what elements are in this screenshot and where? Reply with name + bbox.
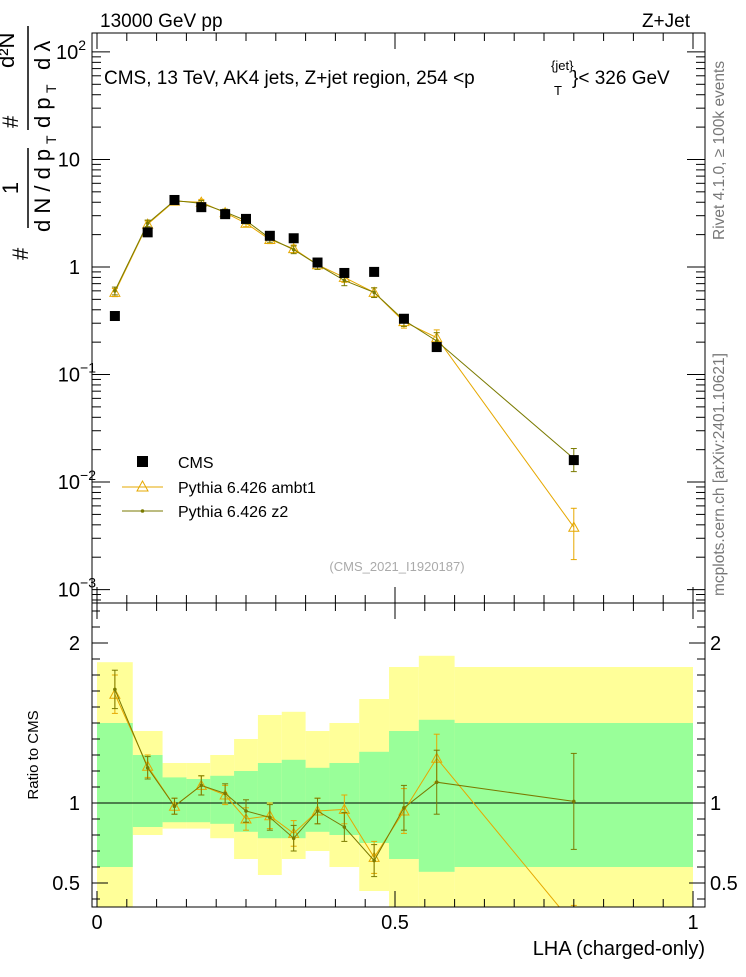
z2-ratio-point xyxy=(342,825,347,829)
top-ytick-label: 10−2 xyxy=(58,467,96,494)
band-green xyxy=(257,763,282,839)
z2-ratio-point xyxy=(572,799,576,804)
bottom-ytick-label-left: 1 xyxy=(69,793,80,815)
bottom-xtick-label: 0 xyxy=(91,912,102,934)
ambt1-line xyxy=(114,200,575,528)
z2-point xyxy=(145,221,150,226)
band-green xyxy=(281,759,306,839)
ylabel-frac2-den-tail: d λ xyxy=(30,41,55,70)
xlabel: LHA (charged-only) xyxy=(533,938,705,960)
cms-point xyxy=(264,230,275,241)
z2-ratio-point xyxy=(113,687,117,692)
bottom-ytick-label-right: 0.5 xyxy=(710,873,738,895)
header-right: Z+Jet xyxy=(642,11,691,32)
z2-point xyxy=(434,339,439,343)
cms-point xyxy=(196,202,207,213)
z2-ratio-point xyxy=(244,809,248,813)
z2-ratio-point xyxy=(145,766,150,770)
cms-point xyxy=(169,194,180,205)
legend: CMS Pythia 6.426 ambt1 Pythia 6.426 z2 xyxy=(122,455,316,521)
z2-point xyxy=(113,289,117,293)
ratio-ylabel: Ratio to CMS xyxy=(25,710,42,799)
ambt1-point xyxy=(109,286,121,297)
band-green xyxy=(97,723,133,867)
legend-z2-label: Pythia 6.426 z2 xyxy=(178,504,288,521)
mcplots-label: mcplots.cern.ch [arXiv:2401.10621] xyxy=(711,353,728,596)
top-title-tail: }< 326 GeV xyxy=(572,68,670,89)
top-ylabel: # 1 d N / d p T # d²N d p T d λ xyxy=(0,26,59,260)
top-title-sup: {jet} xyxy=(551,58,574,73)
bottom-ytick-label-left: 0.5 xyxy=(52,873,80,895)
ylabel-frac2-num: # xyxy=(0,115,23,128)
z2-ratio-point xyxy=(402,806,406,810)
z2-ratio-line xyxy=(114,689,574,862)
bottom-xtick-label: 0.5 xyxy=(381,912,409,934)
z2-ratio-point xyxy=(172,804,177,808)
z2-ratio-point xyxy=(268,815,272,820)
header-left: 13000 GeV pp xyxy=(100,11,223,32)
band-green xyxy=(210,775,235,824)
cms-point xyxy=(312,257,323,268)
legend-ambt1-marker xyxy=(136,479,149,492)
bottom-ytick-label-left: 2 xyxy=(69,633,80,655)
bottom-xtick-label: 1 xyxy=(687,912,698,934)
bottom-ytick-label-right: 2 xyxy=(710,633,721,655)
watermark: (CMS_2021_I1920187) xyxy=(329,559,464,574)
z2-line xyxy=(114,200,575,460)
band-green xyxy=(359,751,390,843)
z2-point xyxy=(291,247,296,252)
cms-point xyxy=(220,209,231,220)
cms-point xyxy=(241,213,251,224)
z2-ratio-point xyxy=(315,809,320,813)
ylabel-frac1-num: 1 xyxy=(0,182,23,194)
bottom-plot: 2 1 0.5 2 1 0.5 0 0.5 1 Ratio to CMS LHA (charge… xyxy=(25,602,738,960)
top-ytick-label: 10 xyxy=(58,149,80,171)
top-marks xyxy=(109,194,580,561)
bottom-ticks: 2 1 0.5 2 1 0.5 0 0.5 1 xyxy=(52,603,738,934)
ylabel-frac1-den-sub: T xyxy=(43,135,59,144)
legend-ambt1-label: Pythia 6.426 ambt1 xyxy=(178,480,316,497)
ylabel-frac1-den: d N / d p xyxy=(30,149,55,232)
cms-point xyxy=(288,233,299,244)
top-title-main: CMS, 13 TeV, AK4 jets, Z+jet region, 254… xyxy=(104,68,475,89)
cms-point xyxy=(568,455,579,466)
z2-point xyxy=(372,290,376,295)
cms-point xyxy=(142,227,153,238)
z2-ratio-point xyxy=(372,858,376,863)
top-ytick-label: 10−3 xyxy=(58,575,96,602)
legend-z2-marker xyxy=(140,509,145,513)
top-ytick-label: 1 xyxy=(69,257,80,279)
ylabel-frac2-num-sup: d²N xyxy=(0,33,19,68)
bottom-ytick-label-right: 1 xyxy=(710,793,721,815)
ambt1-ratio-point xyxy=(240,812,252,824)
top-ytick-label: 102 xyxy=(56,37,86,64)
z2-ratio-point xyxy=(199,783,204,788)
z2-point xyxy=(342,278,347,283)
z2-ratio-point xyxy=(291,836,296,840)
top-title-sub: T xyxy=(554,83,562,98)
ambt1-ratio-point xyxy=(569,920,579,929)
top-title: CMS, 13 TeV, AK4 jets, Z+jet region, 254… xyxy=(104,68,475,89)
ylabel-frac2-den-sub: T xyxy=(43,84,59,93)
z2-ratio-point xyxy=(434,780,439,784)
rivet-label: Rivet 4.1.0, ≥ 100k events xyxy=(711,61,728,240)
cms-point xyxy=(398,313,409,324)
cms-point xyxy=(109,311,120,322)
top-ticks: 102 10 1 10−1 10−2 10−3 xyxy=(56,33,705,603)
legend-cms-marker xyxy=(137,456,148,467)
bottom-marks xyxy=(92,655,705,929)
top-ytick-label: 10−1 xyxy=(58,360,96,387)
ambt1-point xyxy=(567,521,580,532)
cms-point xyxy=(339,267,350,278)
cms-point xyxy=(431,342,442,353)
ylabel-prefix: # xyxy=(8,247,33,260)
ratio-series xyxy=(109,669,579,929)
legend-cms-label: CMS xyxy=(178,455,214,472)
ylabel-frac2-den: d p xyxy=(30,97,55,128)
cms-point xyxy=(369,266,380,277)
top-plot: 102 10 1 10−1 10−2 10−3 CMS, 13 TeV, AK4 jets… xyxy=(0,26,706,604)
z2-ratio-point xyxy=(223,791,227,796)
